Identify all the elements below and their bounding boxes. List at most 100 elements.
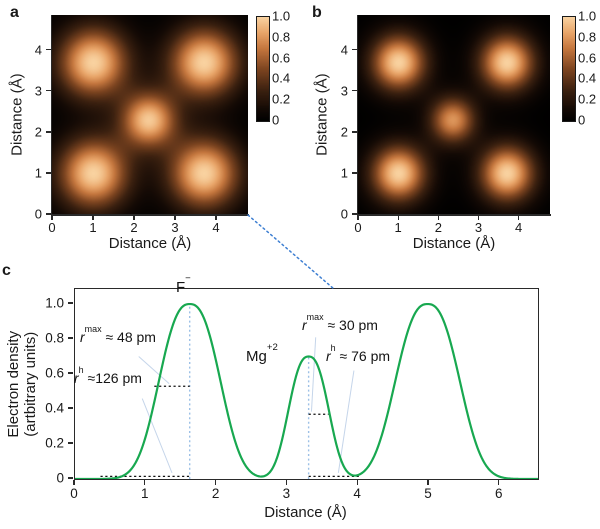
fluoride-ion-label: F− (176, 273, 191, 296)
colorbar-tick-label: 1.0 (578, 8, 597, 24)
x-tick-mark (174, 215, 176, 220)
panel-c-x-axis-title: Distance (Å) (264, 504, 347, 521)
electron-density-curve (75, 302, 538, 479)
y-tick-label: 4 (340, 42, 348, 58)
x-tick-label: 3 (474, 220, 483, 235)
x-tick-label: 3 (171, 220, 179, 235)
x-tick-mark (285, 479, 287, 485)
magnesium-ion-label: Mg+2 (246, 342, 278, 365)
y-tick-mark (67, 302, 73, 304)
x-tick-mark (437, 215, 439, 220)
colorbar-tick-label: 0.8 (578, 29, 597, 45)
y-tick-mark (45, 131, 51, 133)
y-tick-label: 1 (340, 165, 348, 181)
y-tick-mark (67, 337, 73, 339)
y-tick-mark (351, 90, 357, 92)
y-tick-mark (45, 49, 51, 51)
panel-a-x-spine (50, 214, 249, 216)
y-tick-mark (45, 90, 51, 92)
x-tick-label: 6 (495, 486, 503, 501)
x-tick-mark (92, 215, 94, 220)
panel-c-y-axis-title-line1: Electron density (4, 330, 22, 438)
panel-c-letter: c (2, 262, 11, 279)
x-tick-label: 1 (394, 220, 402, 235)
y-tick-label: 0.4 (45, 400, 64, 416)
y-tick-mark (45, 213, 51, 215)
x-tick-mark (215, 215, 217, 220)
y-tick-label: 0 (34, 206, 42, 222)
y-tick-mark (67, 372, 73, 374)
x-tick-label: 2 (130, 220, 138, 235)
x-tick-label: 4 (515, 220, 523, 235)
annotation-leader-line (337, 370, 355, 473)
x-tick-mark (498, 479, 500, 485)
y-tick-label: 0 (56, 470, 64, 486)
x-tick-mark (214, 479, 217, 485)
x-tick-mark (51, 215, 53, 220)
y-tick-mark (351, 172, 357, 174)
colorbar-tick-label: 0.4 (578, 70, 597, 86)
x-tick-label: 1 (89, 220, 97, 235)
annotation-rh-fluoride: rh ≈126 pm (74, 364, 142, 386)
y-tick-label: 3 (34, 83, 42, 99)
annotation-rmax-fluoride: rmax ≈ 48 pm (80, 323, 156, 345)
x-tick-label: 1 (141, 486, 149, 501)
colorbar-tick-label: 0 (578, 112, 586, 128)
annotation-rmax-magnesium: rmax ≈ 30 pm (302, 311, 378, 333)
y-tick-mark (351, 131, 357, 133)
y-tick-label: 0.2 (45, 435, 64, 451)
x-tick-label: 2 (211, 486, 220, 501)
annotation-rh-magnesium: rh ≈ 76 pm (326, 342, 391, 364)
x-tick-label: 5 (424, 486, 432, 501)
panel-b-x-spine (356, 214, 551, 216)
x-tick-mark (397, 215, 399, 220)
y-tick-mark (67, 407, 73, 409)
x-tick-mark (144, 479, 146, 485)
x-tick-label: 0 (354, 220, 362, 235)
x-tick-mark (518, 215, 520, 220)
panel-a-x-axis-title: Distance (Å) (108, 235, 192, 252)
y-tick-mark (67, 442, 73, 444)
colorbar-tick-label: 0.8 (272, 29, 291, 45)
colorbar-tick-label: 0.2 (578, 91, 597, 107)
colorbar-tick-label: 0.4 (272, 70, 291, 86)
x-tick-mark (427, 479, 429, 485)
y-tick-label: 0.6 (45, 365, 64, 381)
colorbar-tick-label: 0 (272, 112, 280, 128)
y-tick-label: 0 (340, 206, 348, 222)
x-tick-label: 4 (212, 220, 220, 235)
panel-b-y-spine (356, 15, 358, 216)
panel-a-y-spine (50, 15, 52, 216)
y-tick-label: 4 (34, 42, 42, 58)
x-tick-label: 4 (353, 486, 361, 501)
colorbar-tick-label: 0.2 (272, 91, 291, 107)
colorbar-tick-label: 1.0 (272, 8, 291, 24)
x-tick-mark (356, 479, 358, 485)
x-tick-label: 0 (70, 486, 78, 501)
x-tick-mark (477, 215, 480, 220)
panel-b-letter: b (312, 4, 322, 21)
y-tick-label: 0.8 (45, 330, 64, 346)
heatmap-b (358, 15, 550, 214)
y-tick-label: 2 (340, 124, 348, 140)
colorbar-tick-label: 0.6 (578, 50, 597, 66)
y-tick-mark (351, 213, 357, 215)
colorbar-b (562, 16, 576, 122)
panel-a-letter: a (10, 4, 19, 21)
y-tick-label: 3 (340, 83, 348, 99)
y-tick-mark (67, 477, 73, 479)
heatmap-a (52, 15, 248, 214)
panel-link-dotted-line (247, 214, 335, 290)
y-tick-mark (351, 49, 357, 51)
x-tick-label: 2 (434, 220, 442, 235)
electron-density-curve-plot (75, 302, 538, 479)
y-tick-mark (45, 172, 51, 174)
y-tick-label: 1 (34, 165, 42, 181)
y-tick-label: 1.0 (45, 295, 64, 311)
x-tick-label: 3 (282, 486, 291, 501)
colorbar-tick-label: 0.6 (272, 50, 291, 66)
x-tick-label: 0 (48, 220, 56, 235)
annotation-leader-line (138, 356, 170, 385)
x-tick-mark (73, 479, 75, 485)
